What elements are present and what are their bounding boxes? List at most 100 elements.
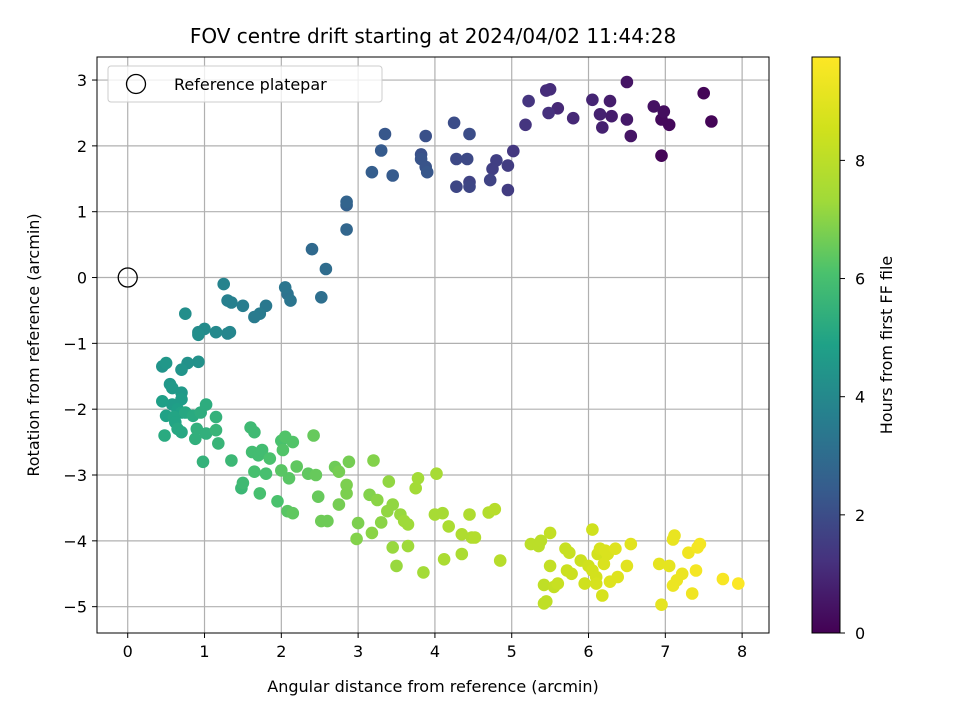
- x-tick-label: 8: [737, 642, 747, 661]
- x-tick-label: 2: [276, 642, 286, 661]
- scatter-point: [401, 518, 415, 531]
- y-tick-label: 0: [77, 269, 87, 288]
- scatter-point: [543, 559, 557, 573]
- plot-area: [96, 56, 770, 634]
- y-tick-label: 2: [77, 137, 87, 156]
- scatter-point: [199, 427, 213, 440]
- scatter-point: [156, 395, 169, 408]
- x-tick-label: 6: [583, 642, 593, 661]
- x-tick-label: 3: [353, 642, 363, 661]
- scatter-point: [417, 566, 430, 579]
- scatter-point: [450, 152, 463, 166]
- scatter-point: [436, 506, 449, 520]
- scatter-point: [386, 169, 400, 182]
- scatter-point: [685, 587, 699, 600]
- scatter-point: [488, 502, 502, 516]
- x-tick-label: 0: [123, 642, 133, 661]
- scatter-point: [507, 144, 520, 158]
- colorbar-tick-label: 8: [855, 151, 865, 170]
- scatter-point: [463, 127, 476, 141]
- scatter-point: [390, 559, 403, 573]
- colorbar-tick-label: 4: [855, 388, 865, 407]
- scatter-point: [309, 468, 323, 482]
- scatter-point: [430, 467, 443, 481]
- scatter-point: [259, 467, 273, 481]
- scatter-point: [411, 472, 425, 485]
- scatter-point: [522, 94, 535, 108]
- scatter-point: [248, 465, 261, 479]
- scatter-point: [284, 294, 297, 307]
- y-tick-label: −5: [63, 598, 87, 617]
- reference-layer: [117, 267, 138, 288]
- legend-box: [107, 65, 383, 103]
- scatter-point: [693, 537, 707, 551]
- scatter-point: [586, 93, 599, 107]
- scatter-point: [647, 100, 661, 113]
- legend-marker-reference: [125, 73, 147, 95]
- y-tick-label: 1: [77, 203, 87, 222]
- scatter-point: [596, 121, 609, 134]
- scatter-point: [248, 425, 261, 439]
- scatter-point: [675, 567, 689, 581]
- x-tick-label: 5: [507, 642, 517, 661]
- y-tick-label: −2: [63, 400, 87, 419]
- scatter-point: [351, 516, 365, 530]
- scatter-point: [534, 534, 548, 548]
- scatter-point: [253, 487, 267, 500]
- scatter-point: [196, 455, 210, 469]
- scatter-point: [189, 432, 202, 446]
- scatter-point: [311, 490, 325, 504]
- scatter-point: [586, 523, 599, 536]
- scatter-point: [217, 277, 230, 291]
- scatter-point: [315, 291, 328, 304]
- chart-title: FOV centre drift starting at 2024/04/02 …: [190, 24, 676, 48]
- scatter-point: [374, 516, 388, 529]
- scatter-point: [537, 578, 551, 592]
- scatter-point: [657, 105, 671, 118]
- scatter-point: [599, 544, 612, 557]
- scatter-point: [175, 425, 188, 439]
- colorbar-tick-label: 6: [855, 270, 865, 289]
- scatter-point: [442, 520, 456, 533]
- scatter-point: [620, 75, 634, 89]
- y-tick-label: −3: [63, 466, 87, 485]
- scatter-point: [209, 423, 223, 437]
- scatter-point: [305, 242, 319, 256]
- scatter-point: [463, 180, 476, 193]
- scatter-point: [486, 162, 499, 176]
- scatter-point: [382, 475, 396, 488]
- scatter-point: [596, 589, 609, 602]
- scatter-point: [386, 541, 400, 554]
- colorbar-gradient: [811, 56, 841, 634]
- scatter-point: [540, 595, 553, 608]
- scatter-point: [378, 127, 392, 141]
- scatter-point: [668, 529, 681, 542]
- scatter-point: [278, 281, 292, 294]
- scatter-point: [332, 498, 346, 511]
- scatter-point: [409, 481, 423, 495]
- x-tick-label: 4: [430, 642, 440, 661]
- y-tick-label: −4: [63, 532, 87, 551]
- scatter-point: [483, 173, 497, 187]
- scatter-point: [732, 577, 745, 590]
- scatter-point: [401, 539, 415, 553]
- scatter-point: [705, 115, 718, 128]
- scatter-point: [624, 537, 638, 551]
- scatter-point: [276, 443, 290, 457]
- colorbar-label: Hours from first FF file: [877, 256, 896, 435]
- plot-frame: [96, 56, 770, 634]
- scatter-point: [236, 299, 250, 313]
- scatter-point: [460, 152, 474, 166]
- scatter-point: [158, 429, 171, 442]
- x-axis-label: Angular distance from reference (arcmin): [267, 677, 598, 696]
- scatter-point: [540, 84, 553, 97]
- x-tick-label: 7: [660, 642, 670, 661]
- scatter-point: [192, 328, 205, 342]
- scatter-point: [286, 435, 300, 449]
- scatter-point: [662, 559, 676, 573]
- scatter-point: [655, 149, 668, 162]
- scatter-point: [342, 455, 356, 469]
- scatter-point: [565, 567, 578, 581]
- scatter-point: [493, 554, 507, 567]
